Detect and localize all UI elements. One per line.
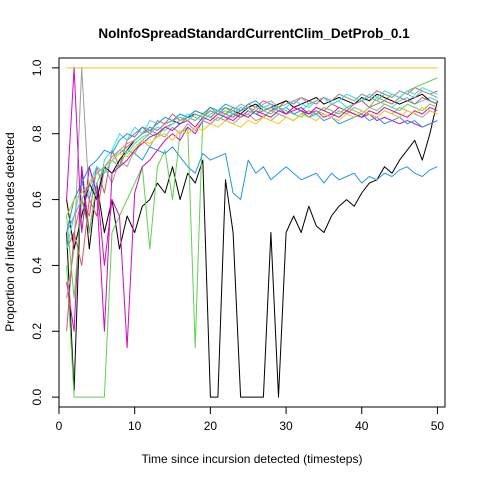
x-tick-label: 10 — [128, 419, 142, 433]
x-tick-label: 50 — [431, 419, 445, 433]
y-tick-label: 1.0 — [30, 59, 44, 76]
series-line-12 — [66, 100, 438, 233]
y-tick-label: 0.4 — [30, 257, 44, 274]
series-line-1 — [66, 100, 438, 398]
series-line-14 — [66, 67, 438, 332]
y-axis: 0.0 0.2 0.4 0.6 0.8 1.0 — [30, 59, 60, 405]
series-line-6 — [66, 106, 438, 349]
y-tick-label: 0.6 — [30, 191, 44, 208]
chart-title: NoInfoSpreadStandardCurrentClim_DetProb_… — [98, 26, 410, 41]
x-tick-label: 20 — [204, 419, 218, 433]
x-tick-label: 40 — [355, 419, 369, 433]
series-layer — [66, 67, 438, 398]
x-axis-label: Time since incursion detected (timesteps… — [142, 452, 363, 466]
series-line-15 — [66, 106, 438, 217]
x-tick-label: 0 — [56, 419, 63, 433]
y-axis-label: Proportion of infested nodes detected — [3, 132, 17, 331]
y-tick-label: 0.0 — [30, 388, 44, 405]
y-tick-label: 0.8 — [30, 125, 44, 142]
x-tick-label: 30 — [279, 419, 293, 433]
series-line-16 — [66, 90, 438, 233]
series-line-13 — [66, 87, 438, 250]
y-tick-label: 0.2 — [30, 323, 44, 340]
series-line-9 — [66, 93, 438, 250]
series-line-11 — [66, 103, 438, 299]
x-axis: 0 10 20 30 40 50 — [56, 406, 445, 433]
series-line-10 — [66, 97, 438, 332]
